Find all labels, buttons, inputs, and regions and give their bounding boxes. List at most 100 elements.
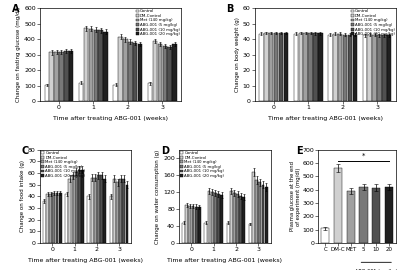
Bar bbox=[54, 52, 59, 101]
Bar bbox=[387, 35, 392, 101]
Y-axis label: Change on water consumption (g): Change on water consumption (g) bbox=[156, 149, 160, 244]
Bar bbox=[328, 35, 333, 101]
Bar bbox=[262, 184, 264, 243]
Bar bbox=[116, 183, 119, 243]
Bar bbox=[274, 33, 278, 101]
Text: B: B bbox=[226, 4, 234, 14]
Bar bbox=[304, 33, 308, 101]
Y-axis label: Change on body weight (g): Change on body weight (g) bbox=[235, 17, 240, 92]
Bar bbox=[211, 192, 214, 243]
Bar bbox=[359, 187, 368, 243]
Bar bbox=[208, 191, 210, 243]
Bar bbox=[372, 35, 377, 101]
Legend: Control, DM-Control, Met (140 mg/kg), ABG-001 (5 mg/kg), ABG-001 (10 mg/kg), ABG: Control, DM-Control, Met (140 mg/kg), AB… bbox=[41, 151, 86, 178]
Bar bbox=[89, 29, 93, 101]
Bar bbox=[162, 46, 167, 101]
Bar bbox=[252, 172, 255, 243]
Bar bbox=[249, 224, 252, 243]
Bar bbox=[103, 32, 108, 101]
Bar bbox=[56, 193, 58, 243]
Bar bbox=[279, 33, 283, 101]
Bar bbox=[264, 33, 269, 101]
Legend: Control, DM-Control, Met (140 mg/kg), ABG-001 (5 mg/kg), ABG-001 (10 mg/kg), ABG: Control, DM-Control, Met (140 mg/kg), AB… bbox=[350, 9, 395, 36]
Bar bbox=[217, 194, 220, 243]
Bar bbox=[385, 187, 393, 243]
X-axis label: Time after treating ABG-001 (weeks): Time after treating ABG-001 (weeks) bbox=[268, 116, 383, 121]
Text: E: E bbox=[296, 146, 303, 156]
Bar bbox=[59, 193, 62, 243]
Bar bbox=[52, 193, 55, 243]
Bar bbox=[352, 35, 357, 101]
Text: D: D bbox=[161, 146, 169, 156]
Bar bbox=[118, 37, 123, 101]
Bar bbox=[284, 33, 288, 101]
Bar bbox=[318, 33, 322, 101]
Y-axis label: Change on food intake (g): Change on food intake (g) bbox=[20, 160, 25, 232]
Bar bbox=[348, 35, 352, 101]
Bar bbox=[114, 85, 118, 101]
Bar bbox=[138, 44, 142, 101]
Bar bbox=[236, 194, 239, 243]
Text: C: C bbox=[22, 146, 29, 156]
Y-axis label: Plasma glucose at the end
of experiment (mg/dl): Plasma glucose at the end of experiment … bbox=[290, 161, 301, 231]
Bar bbox=[338, 34, 342, 101]
Bar bbox=[192, 206, 194, 243]
Bar bbox=[122, 179, 125, 243]
Bar bbox=[100, 176, 103, 243]
Bar bbox=[214, 193, 217, 243]
Bar bbox=[185, 205, 188, 243]
Bar bbox=[227, 223, 230, 243]
Bar bbox=[88, 196, 90, 243]
Bar bbox=[126, 185, 128, 243]
Bar bbox=[133, 43, 138, 101]
Bar bbox=[119, 179, 122, 243]
Bar bbox=[97, 176, 100, 243]
Bar bbox=[167, 47, 172, 101]
Legend: Control, DM-Control, Met (140 mg/kg), ABG-001 (5 mg/kg), ABG-001 (10 mg/kg), ABG: Control, DM-Control, Met (140 mg/kg), AB… bbox=[136, 9, 180, 36]
Bar bbox=[321, 228, 330, 243]
Bar bbox=[198, 207, 201, 243]
Bar bbox=[258, 183, 261, 243]
Y-axis label: Change on fasting glucose (mg/dl): Change on fasting glucose (mg/dl) bbox=[16, 7, 21, 102]
Bar bbox=[255, 180, 258, 243]
Bar bbox=[334, 168, 342, 243]
Bar bbox=[91, 178, 94, 243]
Bar bbox=[94, 178, 97, 243]
Text: A: A bbox=[12, 4, 19, 14]
Bar bbox=[188, 206, 191, 243]
Bar bbox=[298, 33, 303, 101]
Bar bbox=[242, 197, 245, 243]
Bar bbox=[343, 35, 347, 101]
Bar bbox=[94, 29, 98, 101]
Bar bbox=[110, 196, 113, 243]
Bar bbox=[233, 193, 236, 243]
Bar bbox=[75, 172, 78, 243]
Bar bbox=[68, 179, 71, 243]
Bar bbox=[182, 223, 185, 243]
Legend: Control, DM-Control, Met (140 mg/kg), ABG-001 (5 mg/kg), ABG-001 (10 mg/kg), ABG: Control, DM-Control, Met (140 mg/kg), AB… bbox=[180, 151, 225, 178]
Bar bbox=[195, 207, 198, 243]
X-axis label: Time after treating ABG-001 (weeks): Time after treating ABG-001 (weeks) bbox=[28, 258, 143, 263]
Bar bbox=[158, 44, 162, 101]
Bar bbox=[153, 41, 157, 101]
Text: *: * bbox=[362, 153, 365, 159]
Bar bbox=[98, 30, 103, 101]
Bar bbox=[377, 35, 382, 101]
Bar bbox=[123, 39, 128, 101]
Bar bbox=[65, 194, 68, 243]
Bar bbox=[230, 191, 233, 243]
Bar bbox=[72, 176, 74, 243]
Bar bbox=[259, 34, 264, 101]
Bar bbox=[382, 35, 387, 101]
Bar bbox=[148, 83, 152, 101]
Bar bbox=[313, 33, 318, 101]
Bar bbox=[43, 201, 46, 243]
Bar bbox=[220, 195, 223, 243]
Bar bbox=[368, 35, 372, 101]
Bar bbox=[69, 51, 73, 101]
Bar bbox=[81, 170, 84, 243]
Bar bbox=[347, 191, 355, 243]
Bar bbox=[372, 188, 380, 243]
Bar bbox=[269, 33, 274, 101]
X-axis label: Time after treating ABG-001 (weeks): Time after treating ABG-001 (weeks) bbox=[167, 258, 282, 263]
